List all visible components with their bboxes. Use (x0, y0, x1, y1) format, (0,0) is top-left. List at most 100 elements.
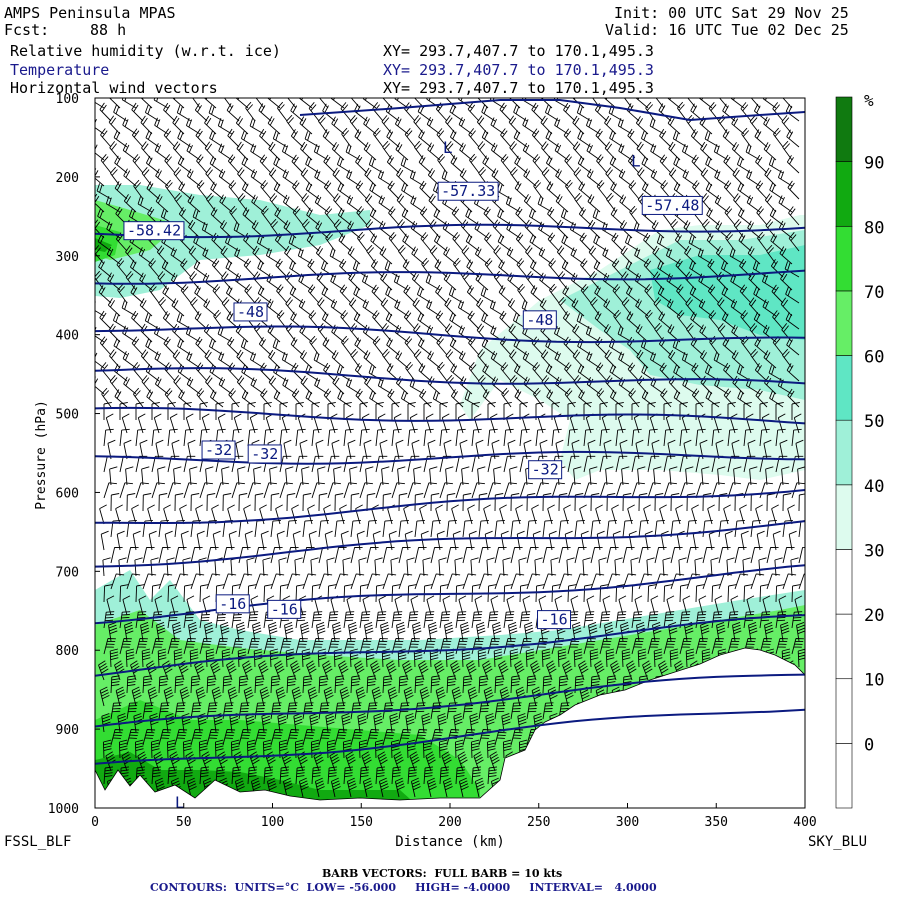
wind-barb (405, 713, 415, 733)
wind-barb (517, 713, 527, 733)
wind-barb (615, 428, 626, 447)
wind-barb (791, 638, 804, 655)
wind-barb (284, 271, 297, 291)
wind-barb (218, 143, 233, 161)
wind-barb (115, 686, 126, 707)
wind-barb (263, 584, 273, 603)
wind-barb (426, 299, 441, 317)
wind-barb (417, 337, 432, 356)
wind-barb (225, 260, 240, 278)
wind-barb (549, 283, 560, 304)
wind-barb (466, 259, 480, 278)
wind-barb (131, 128, 144, 148)
wind-barb (364, 375, 377, 395)
wind-barb (551, 482, 565, 499)
x-axis-label: Distance (km) (395, 834, 505, 850)
wind-barb (98, 259, 112, 278)
wind-barb (646, 557, 655, 577)
wind-barb (430, 546, 443, 564)
wind-barb (430, 675, 440, 694)
wind-barb (354, 337, 368, 356)
contour-label-box (537, 610, 572, 630)
colorbar-tick-label: 30 (864, 541, 884, 561)
wind-barb (142, 573, 157, 590)
wind-barb (250, 377, 265, 395)
wind-barb (547, 686, 558, 707)
wind-barb (403, 686, 414, 707)
wind-barb (167, 401, 176, 420)
wind-barb (723, 388, 736, 408)
wind-barb (743, 584, 753, 603)
wind-barb (155, 194, 169, 213)
wind-barb (174, 573, 189, 590)
wind-barb (743, 611, 755, 629)
wind-barb (790, 557, 799, 577)
wind-barb (737, 207, 752, 226)
wind-barb (414, 702, 426, 720)
wind-barb (685, 648, 695, 668)
wind-barb (442, 221, 457, 239)
wind-barb (140, 349, 153, 369)
wind-barb (550, 557, 559, 577)
wind-barb (434, 660, 445, 681)
wind-barb (167, 428, 178, 447)
wind-barb (583, 482, 597, 499)
wind-barb (526, 702, 538, 720)
wind-barb (149, 713, 159, 733)
wind-barb (257, 286, 272, 304)
wind-barb (110, 729, 124, 746)
wind-barb (743, 401, 752, 420)
wind-barb (454, 557, 463, 577)
wind-barb (247, 638, 260, 655)
wind-barb (129, 259, 144, 278)
wind-barb (325, 231, 336, 252)
wind-barb (315, 246, 329, 265)
wind-barb (302, 702, 314, 720)
wind-barb (579, 232, 592, 252)
wind-barb (130, 660, 141, 681)
wind-barb (109, 648, 119, 668)
wind-barb (519, 584, 529, 603)
wind-barb (497, 234, 512, 252)
wind-barb (193, 260, 208, 278)
wind-barb (350, 573, 365, 590)
wind-barb (455, 766, 466, 785)
wind-barb (359, 638, 372, 655)
wind-barb (205, 375, 217, 395)
field-wind-label: Horizontal wind vectors (10, 79, 218, 97)
wind-barb (401, 208, 416, 226)
wind-barb (99, 102, 112, 122)
wind-barb (515, 206, 528, 226)
wind-barb (522, 595, 531, 616)
wind-barb (522, 351, 537, 369)
wind-barb (490, 142, 505, 161)
wind-barb (205, 466, 214, 486)
wind-barb (784, 261, 800, 278)
wind-barb (218, 377, 233, 395)
wind-barb (490, 117, 505, 135)
wind-barb (532, 362, 544, 382)
wind-barb (679, 482, 693, 499)
wind-barb (426, 595, 435, 616)
wind-barb (432, 391, 448, 408)
colorbar-band (835, 161, 853, 227)
wind-barb (694, 557, 703, 577)
wind-barb (449, 104, 464, 122)
wind-barb (791, 584, 801, 603)
wind-barb (782, 573, 797, 590)
wind-barb (132, 362, 144, 382)
colorbar-band (835, 225, 853, 292)
wind-barb (183, 482, 197, 499)
wind-barb (645, 309, 656, 330)
wind-barb (483, 686, 494, 707)
wind-barb (366, 729, 380, 746)
wind-barb (228, 388, 240, 408)
wind-barb (410, 221, 425, 239)
colorbar-band (835, 419, 853, 486)
wind-barb (374, 739, 384, 759)
wind-barb (391, 766, 402, 785)
wind-barb (737, 390, 752, 408)
wind-barb (398, 519, 409, 538)
wind-barb (746, 595, 755, 616)
wind-barb (635, 298, 649, 317)
